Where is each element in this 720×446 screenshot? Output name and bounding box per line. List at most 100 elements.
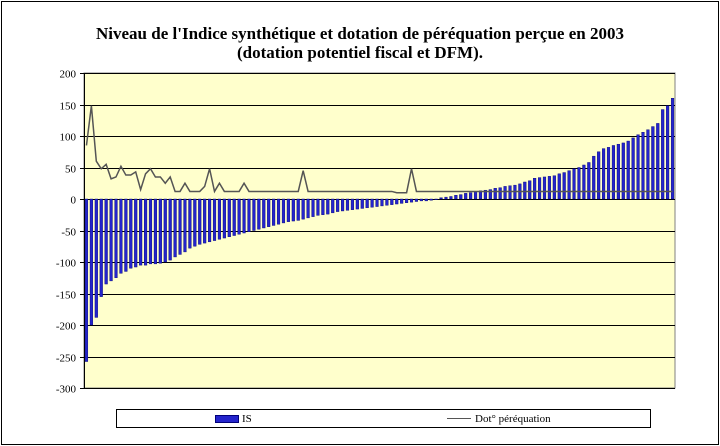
bar-is — [592, 155, 596, 200]
bar-is — [616, 143, 620, 200]
bar-is — [621, 142, 625, 200]
bar-is — [380, 198, 384, 207]
bar-is — [508, 185, 512, 200]
bar-is — [498, 187, 502, 200]
bar-is — [493, 188, 497, 200]
bar-is — [572, 168, 576, 200]
y-tick-label: -100 — [56, 258, 77, 270]
chart-title: Niveau de l'Indice synthétique et dotati… — [0, 24, 720, 62]
legend-swatch-dotation — [447, 418, 471, 419]
bar-is — [242, 198, 246, 234]
bar-is — [641, 132, 645, 200]
bar-is — [345, 198, 350, 211]
bar-is — [237, 198, 241, 235]
bar-is — [104, 198, 108, 285]
bar-is — [262, 198, 266, 229]
y-tick-label: -150 — [56, 290, 77, 302]
bar-is — [124, 198, 128, 272]
bar-is — [523, 181, 527, 200]
y-tick-label: 200 — [60, 69, 77, 81]
bar-is — [163, 198, 167, 263]
bar-is — [606, 147, 611, 200]
bar-is — [134, 198, 138, 268]
bar-is — [276, 198, 281, 225]
bar-is — [577, 167, 581, 200]
bar-is — [409, 198, 414, 203]
bar-is — [439, 197, 443, 200]
bar-is — [414, 198, 418, 202]
bar-is — [341, 198, 345, 212]
bar-is — [286, 198, 290, 222]
bar-is — [272, 198, 276, 226]
bar-is — [252, 198, 256, 231]
bar-is — [281, 198, 286, 224]
bar-is — [183, 198, 187, 253]
bar-is — [464, 193, 468, 200]
bar-is — [670, 97, 675, 200]
bar-is — [582, 164, 586, 200]
bar-is — [424, 198, 428, 202]
bar-is — [306, 198, 310, 219]
bar-is — [473, 191, 478, 200]
bar-is — [503, 186, 507, 200]
bar-is — [400, 198, 404, 204]
bar-is — [217, 198, 221, 240]
bar-is — [449, 196, 453, 200]
chart-title-line-1: Niveau de l'Indice synthétique et dotati… — [96, 24, 624, 43]
bar-is — [636, 134, 640, 200]
bar-is — [567, 170, 571, 200]
bar-is — [488, 189, 492, 200]
bar-is — [267, 198, 271, 227]
bar-is — [597, 151, 601, 200]
legend-label-is: IS — [242, 412, 252, 425]
bar-is — [661, 109, 665, 200]
bar-is — [533, 178, 537, 200]
bar-is — [158, 198, 162, 264]
legend-entry-is: IS — [215, 410, 252, 427]
bar-is — [528, 180, 532, 200]
bar-is — [84, 198, 89, 362]
bar-is — [631, 137, 635, 200]
y-tick-label: 100 — [60, 132, 77, 144]
plot-area: 200 150 100 50 0 -50 -100 -150 -200 -250 -300 — [56, 69, 676, 396]
plot-background — [83, 72, 676, 389]
bar-is — [385, 198, 389, 206]
y-tick-label: 0 — [71, 195, 77, 207]
bar-is — [114, 198, 118, 278]
bar-is — [193, 198, 197, 247]
bar-is — [646, 129, 650, 200]
bar-is — [602, 148, 606, 200]
bar-is — [626, 140, 630, 200]
bar-is — [331, 198, 335, 214]
bar-is — [301, 198, 305, 220]
bar-is — [547, 176, 551, 200]
y-tick-label: -200 — [56, 321, 77, 333]
y-tick-label: -250 — [56, 353, 77, 365]
bar-is — [227, 198, 231, 237]
bar-is — [203, 198, 207, 244]
bar-is — [109, 198, 113, 282]
chart-title-line-2: (dotation potentiel fiscal et DFM). — [237, 43, 483, 62]
line-dotation-perequation — [85, 105, 673, 194]
bar-is — [144, 198, 148, 266]
bar-is — [483, 189, 487, 200]
bar-is — [355, 198, 359, 210]
bar-is — [94, 198, 98, 318]
bar-is — [587, 162, 591, 200]
bar-is — [350, 198, 354, 210]
bar-is — [232, 198, 236, 236]
bar-is — [316, 198, 320, 216]
bar-is — [375, 198, 379, 207]
bar-is — [326, 198, 330, 215]
bar-is — [89, 198, 93, 326]
bar-is — [444, 196, 448, 200]
bar-is — [247, 198, 251, 232]
bar-is — [562, 172, 566, 200]
bar-is — [611, 145, 615, 200]
legend-label-dotation: Dot° péréquation — [475, 412, 551, 425]
bar-is — [666, 105, 670, 200]
bar-is — [208, 198, 212, 243]
bar-is — [198, 198, 202, 245]
bar-is — [538, 177, 542, 200]
